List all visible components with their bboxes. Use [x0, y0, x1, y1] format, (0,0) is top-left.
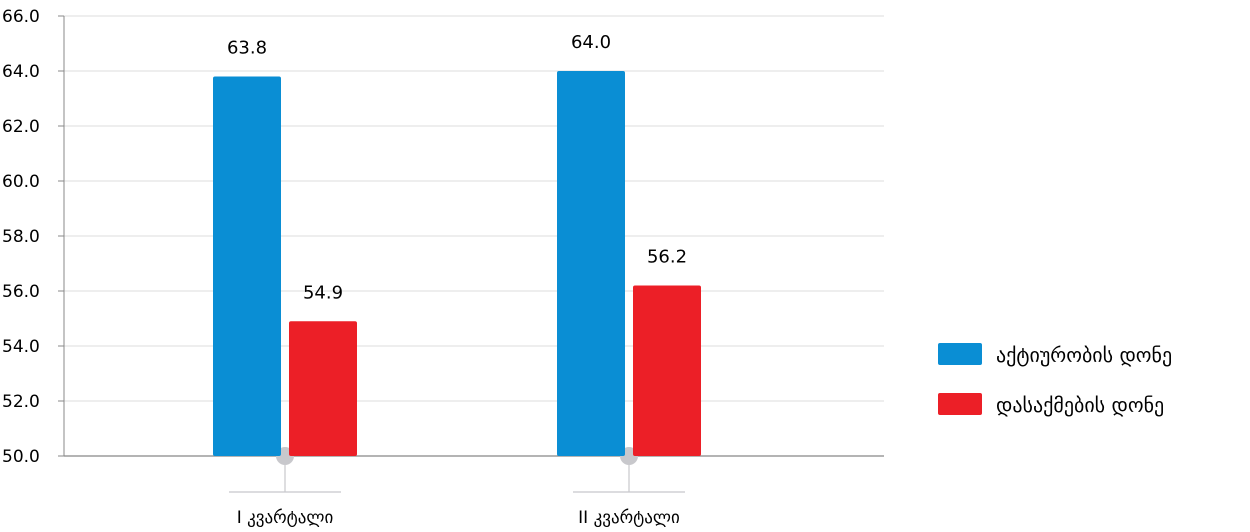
data-label: 63.8	[227, 38, 267, 59]
category-label: II კვარტალი	[578, 508, 680, 528]
data-label: 54.9	[303, 282, 343, 303]
category-label: I კვარტალი	[237, 508, 334, 528]
y-tick-label: 60.0	[2, 172, 40, 192]
y-tick-label: 62.0	[2, 117, 40, 137]
y-tick-label: 66.0	[2, 7, 40, 27]
axes: 50.0 52.0 54.0 56.0 58.0 60.0 62.0 64.0 66.0 I კვ…	[2, 7, 884, 528]
y-tick-label: 52.0	[2, 392, 40, 412]
data-label: 56.2	[647, 247, 687, 268]
data-label: 64.0	[571, 32, 611, 53]
bar	[633, 285, 701, 456]
bar	[213, 76, 281, 456]
bars	[213, 71, 701, 456]
y-tick-label: 50.0	[2, 447, 40, 467]
data-labels: 63.8 54.9 64.0 56.2	[227, 32, 687, 303]
legend-label: აქტიურობის დონე	[996, 343, 1172, 367]
y-tick-label: 64.0	[2, 62, 40, 82]
gridlines	[64, 15, 884, 402]
y-tick-label: 56.0	[2, 282, 40, 302]
legend-swatch	[938, 343, 982, 365]
legend-swatch	[938, 393, 982, 415]
legend: აქტიურობის დონე დასაქმების დონე	[938, 343, 1172, 417]
y-tick-label: 54.0	[2, 337, 40, 357]
bar	[289, 321, 357, 456]
legend-label: დასაქმების დონე	[996, 393, 1164, 417]
y-tick-label: 58.0	[2, 227, 40, 247]
bar	[557, 71, 625, 456]
